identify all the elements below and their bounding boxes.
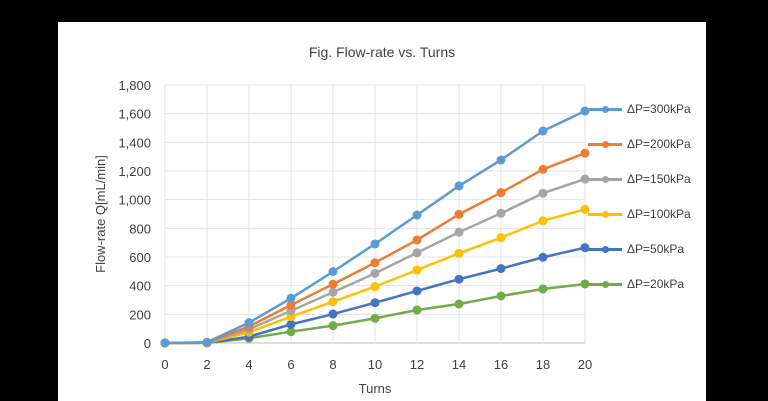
y-tick-label: 1,600: [118, 107, 151, 122]
data-point: [370, 239, 380, 249]
legend-label: ΔP=200kPa: [627, 137, 691, 151]
data-point: [370, 313, 380, 323]
y-tick-label: 200: [129, 307, 151, 322]
data-point: [538, 252, 548, 262]
y-axis-title: Flow-rate Q[mL/min]: [93, 155, 108, 273]
data-point: [538, 164, 548, 174]
data-point: [370, 298, 380, 308]
series-line: [160, 174, 590, 348]
y-tick-label: 1,000: [118, 193, 151, 208]
legend-label: ΔP=50kPa: [627, 242, 685, 256]
data-point: [538, 188, 548, 198]
data-point: [454, 248, 464, 258]
data-point: [370, 282, 380, 292]
data-point: [580, 243, 590, 253]
chart-title: Fig. Flow-rate vs. Turns: [308, 44, 456, 60]
legend-line-marker-icon: [588, 175, 622, 183]
data-point: [412, 210, 422, 220]
x-tick-label: 4: [245, 357, 252, 372]
data-point: [202, 337, 212, 347]
data-point: [454, 209, 464, 219]
data-point: [412, 235, 422, 245]
x-tick-label: 12: [410, 357, 424, 372]
legend-item: ΔP=150kPa: [588, 169, 691, 189]
data-point: [328, 287, 338, 297]
legend-line-marker-icon: [588, 105, 622, 113]
x-tick-label: 2: [203, 357, 210, 372]
legend-label: ΔP=100kPa: [627, 207, 691, 221]
x-tick-label: 10: [368, 357, 382, 372]
data-point: [496, 208, 506, 218]
data-point: [580, 174, 590, 184]
legend-line-marker-icon: [588, 140, 622, 148]
data-point: [370, 268, 380, 278]
x-axis-title: Turns: [359, 381, 392, 396]
legend-label: ΔP=20kPa: [627, 277, 685, 291]
data-point: [496, 264, 506, 274]
y-tick-label: 1,200: [118, 164, 151, 179]
y-tick-label: 400: [129, 279, 151, 294]
data-point: [538, 284, 548, 294]
legend-line-marker-icon: [588, 210, 622, 218]
data-point: [496, 155, 506, 165]
data-point: [286, 293, 296, 303]
data-point: [328, 267, 338, 277]
y-tick-label: 800: [129, 221, 151, 236]
data-point: [286, 319, 296, 329]
legend-line-marker-icon: [588, 245, 622, 253]
series-line: [160, 106, 590, 348]
y-tick-label: 0: [144, 336, 151, 351]
data-point: [454, 274, 464, 284]
data-point: [286, 300, 296, 310]
chart-panel: Fig. Flow-rate vs. Turns 0 200 400 600 800 1,…: [58, 22, 706, 401]
data-point: [454, 227, 464, 237]
data-point: [454, 181, 464, 191]
legend-label: ΔP=150kPa: [627, 172, 691, 186]
y-tick-label: 1,400: [118, 135, 151, 150]
y-tick-label: 600: [129, 250, 151, 265]
legend-item: ΔP=50kPa: [588, 239, 684, 259]
line-chart: 0 200 400 600 800 1,000 1,200 1,400 1,600 1,800 0 2…: [93, 78, 592, 396]
data-point: [328, 297, 338, 307]
data-point: [496, 188, 506, 198]
x-tick-label: 18: [536, 357, 550, 372]
x-tick-label: 8: [329, 357, 336, 372]
x-tick-label: 0: [161, 357, 168, 372]
data-point: [328, 309, 338, 319]
data-point: [328, 279, 338, 289]
data-point: [412, 286, 422, 296]
x-tick-label: 14: [452, 357, 466, 372]
x-tick-label: 16: [494, 357, 508, 372]
data-point: [580, 148, 590, 158]
y-tick-label: 1,800: [118, 78, 151, 93]
legend-item: ΔP=20kPa: [588, 274, 684, 294]
x-tick-label: 6: [287, 357, 294, 372]
legend-item: ΔP=100kPa: [588, 204, 691, 224]
data-point: [370, 258, 380, 268]
data-point: [580, 204, 590, 214]
data-point: [412, 265, 422, 275]
data-point: [412, 305, 422, 315]
x-tick-label: 20: [578, 357, 592, 372]
data-point: [496, 291, 506, 301]
data-point: [496, 233, 506, 243]
legend-line-marker-icon: [588, 280, 622, 288]
data-point: [244, 318, 254, 328]
data-point: [454, 299, 464, 309]
data-point: [328, 321, 338, 331]
data-point: [412, 248, 422, 258]
data-point: [538, 126, 548, 136]
legend-label: ΔP=300kPa: [627, 102, 691, 116]
data-point: [580, 279, 590, 289]
data-point: [580, 106, 590, 116]
data-point: [286, 327, 296, 337]
data-point: [160, 338, 170, 348]
legend-item: ΔP=200kPa: [588, 134, 691, 154]
legend-item: ΔP=300kPa: [588, 99, 691, 119]
data-point: [538, 216, 548, 226]
